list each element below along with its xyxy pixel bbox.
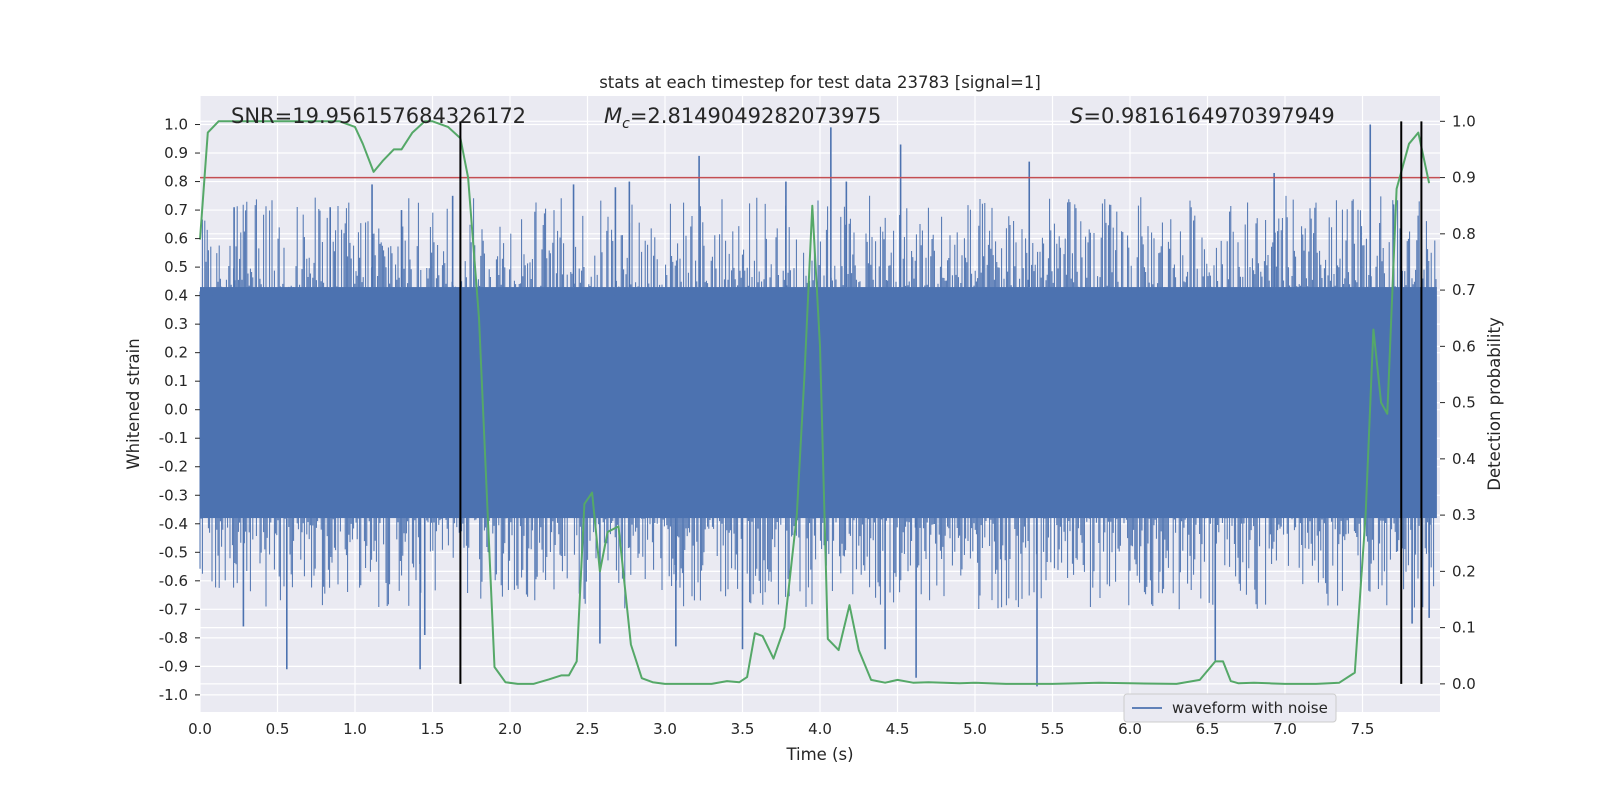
- x-tick-label: 7.0: [1273, 720, 1297, 738]
- y-tick-label: 0.3: [164, 315, 188, 333]
- y-tick-label: 1.0: [164, 116, 188, 134]
- chirp-mass-subscript: c: [622, 116, 630, 132]
- x-tick-label: 0.0: [188, 720, 212, 738]
- x-tick-label: 5.5: [1041, 720, 1065, 738]
- x-tick-label: 6.5: [1196, 720, 1220, 738]
- y-tick-label: -0.8: [159, 629, 188, 647]
- y-tick-label: -0.6: [159, 572, 188, 590]
- x-tick-label: 3.0: [653, 720, 677, 738]
- y2-tick-label: 0.5: [1452, 394, 1476, 412]
- s-annotation: S=0.9816164970397949: [1070, 104, 1335, 128]
- overlay: [199, 120, 1440, 685]
- y-tick-label: -0.1: [159, 429, 188, 447]
- y-tick-label: 0.9: [164, 144, 188, 162]
- detection-probability-line: [199, 120, 1431, 685]
- y2-tick-label: 1.0: [1452, 112, 1476, 130]
- x-tick-label: 1.5: [421, 720, 445, 738]
- y2-tick-label: 0.8: [1452, 225, 1476, 243]
- y-tick-label: 0.5: [164, 258, 188, 276]
- y-tick-label: 0.4: [164, 287, 188, 305]
- y2-tick-label: 0.1: [1452, 619, 1476, 637]
- legend-box: [1123, 693, 1337, 723]
- y-tick-label: -0.2: [159, 458, 188, 476]
- x-tick-label: 6.0: [1118, 720, 1142, 738]
- y2-tick-label: 0.2: [1452, 562, 1476, 580]
- y-tick-label: -0.4: [159, 515, 188, 533]
- x-tick-label: 5.0: [963, 720, 987, 738]
- chirp-mass-symbol: M: [604, 104, 622, 128]
- y-axis-label: Whitened strain: [124, 338, 143, 469]
- legend: waveform with noise: [1123, 693, 1337, 723]
- y-tick-label: -0.9: [159, 657, 188, 675]
- x-tick-label: 3.5: [731, 720, 755, 738]
- y-tick-label: 0.1: [164, 372, 188, 390]
- x-tick-label: 2.5: [576, 720, 600, 738]
- s-value: =0.9816164970397949: [1083, 104, 1334, 128]
- y2-axis-label: Detection probability: [1485, 317, 1504, 491]
- y2-tick-label: 0.0: [1452, 675, 1476, 693]
- x-axis-label: Time (s): [785, 745, 853, 764]
- x-tick-label: 7.5: [1351, 720, 1375, 738]
- waveform-trace: [199, 195, 1437, 610]
- y2-ticks: 0.0 0.1 0.2 0.3 0.4 0.5 0.6 0.7 0.8 0.9 1.0: [1440, 112, 1476, 693]
- y-tick-label: 0.0: [164, 401, 188, 419]
- legend-label: waveform with noise: [1172, 699, 1328, 717]
- s-symbol: S: [1070, 104, 1083, 128]
- y-tick-label: -1.0: [159, 686, 188, 704]
- y-tick-label: -0.7: [159, 600, 188, 618]
- y-tick-label: 0.2: [164, 344, 188, 362]
- y-tick-label: -0.3: [159, 486, 188, 504]
- y2-tick-label: 0.7: [1452, 281, 1476, 299]
- y2-tick-label: 0.4: [1452, 450, 1476, 468]
- y2-tick-label: 0.3: [1452, 506, 1476, 524]
- x-tick-label: 4.0: [808, 720, 832, 738]
- x-tick-label: 0.5: [266, 720, 290, 738]
- snr-annotation: SNR=19.956157684326172: [231, 104, 526, 128]
- x-tick-label: 2.0: [498, 720, 522, 738]
- chirp-mass-value: =2.8149049282073975: [630, 104, 881, 128]
- y-tick-label: -0.5: [159, 543, 188, 561]
- x-tick-label: 4.5: [886, 720, 910, 738]
- y2-tick-label: 0.9: [1452, 169, 1476, 187]
- y-tick-label: 0.7: [164, 201, 188, 219]
- chirp-mass-annotation: Mc=2.8149049282073975: [604, 104, 881, 132]
- x-ticks: 0.0 0.5 1.0 1.5 2.0 2.5 3.0 3.5 4.0 4.5 5.0 5.5 6.0 6…: [188, 720, 1374, 738]
- x-tick-label: 1.0: [343, 720, 367, 738]
- y2-tick-label: 0.6: [1452, 337, 1476, 355]
- y-tick-label: 0.6: [164, 230, 188, 248]
- y-ticks: -1.0 -0.9 -0.8 -0.7 -0.6 -0.5 -0.4 -0.3 -0.2 -0.1…: [159, 116, 200, 704]
- chart-title: stats at each timestep for test data 237…: [599, 73, 1041, 92]
- y-tick-label: 0.8: [164, 173, 188, 191]
